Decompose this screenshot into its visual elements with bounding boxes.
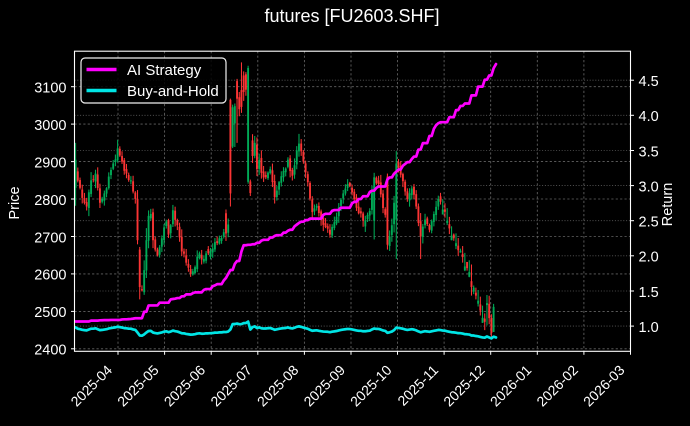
svg-text:2900: 2900 bbox=[34, 155, 66, 171]
svg-text:2800: 2800 bbox=[34, 193, 66, 209]
svg-text:AI Strategy: AI Strategy bbox=[127, 62, 202, 79]
svg-text:1.0: 1.0 bbox=[639, 320, 659, 336]
svg-text:Buy-and-Hold: Buy-and-Hold bbox=[127, 83, 219, 100]
svg-text:3.0: 3.0 bbox=[639, 179, 659, 195]
svg-text:2400: 2400 bbox=[34, 343, 66, 359]
svg-text:4.0: 4.0 bbox=[639, 109, 659, 125]
svg-text:Price: Price bbox=[7, 186, 23, 219]
svg-text:3.5: 3.5 bbox=[639, 144, 659, 160]
svg-text:3100: 3100 bbox=[34, 81, 66, 97]
svg-text:2.0: 2.0 bbox=[639, 250, 659, 266]
svg-text:1.5: 1.5 bbox=[639, 285, 659, 301]
svg-text:4.5: 4.5 bbox=[639, 74, 659, 90]
svg-text:3000: 3000 bbox=[34, 118, 66, 134]
svg-text:futures [FU2603.SHF]: futures [FU2603.SHF] bbox=[264, 6, 439, 26]
svg-text:Return: Return bbox=[660, 183, 676, 227]
svg-text:2700: 2700 bbox=[34, 230, 66, 246]
svg-text:2600: 2600 bbox=[34, 268, 66, 284]
svg-text:2500: 2500 bbox=[34, 305, 66, 321]
svg-text:2.5: 2.5 bbox=[639, 215, 659, 231]
